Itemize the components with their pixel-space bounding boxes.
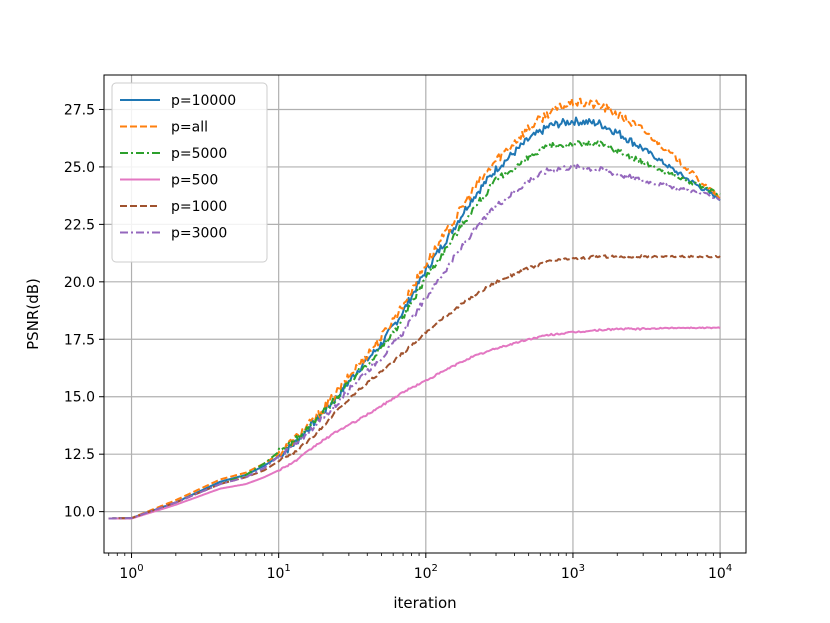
x-tick-label: 103 <box>561 563 585 582</box>
series-line-p=500 <box>108 326 721 520</box>
y-tick-label: 15.0 <box>64 390 95 406</box>
y-axis-ticks: 10.0 12.5 15.0 17.5 20.0 22.5 25.0 27.5 <box>64 102 104 521</box>
y-tick-label: 10.0 <box>64 505 95 521</box>
x-tick-label: 101 <box>267 563 291 582</box>
legend-label: p=5000 <box>171 146 227 162</box>
x-tick-label: 104 <box>708 563 732 582</box>
series-line-p=3000 <box>108 163 721 520</box>
x-tick-label: 102 <box>414 563 438 582</box>
y-tick-label: 27.5 <box>64 102 95 118</box>
x-tick-label: 100 <box>119 563 143 582</box>
legend: p=10000 p=all p=5000 p=500 p=1000 p=3000 <box>111 82 268 263</box>
y-tick-label: 12.5 <box>64 447 95 463</box>
series-line-p=all <box>108 97 721 520</box>
x-axis-ticks: 100 101 102 103 104 <box>108 553 732 582</box>
plot-frame <box>103 74 747 554</box>
y-tick-label: 17.5 <box>64 332 95 348</box>
legend-label: p=1000 <box>171 199 227 215</box>
legend-label: p=500 <box>171 173 218 189</box>
y-tick-label: 25.0 <box>64 160 95 176</box>
legend-label: p=10000 <box>171 93 236 109</box>
x-axis-label: iteration <box>393 594 456 612</box>
legend-box <box>111 82 268 263</box>
y-tick-label: 20.0 <box>64 275 95 291</box>
y-axis-label: PSNR(dB) <box>24 278 42 350</box>
y-tick-label: 22.5 <box>64 217 95 233</box>
series-lines <box>108 97 721 520</box>
legend-label: p=3000 <box>171 226 227 242</box>
series-line-p=1000 <box>108 254 721 520</box>
legend-label: p=all <box>171 120 208 136</box>
series-line-p=10000 <box>108 116 721 520</box>
